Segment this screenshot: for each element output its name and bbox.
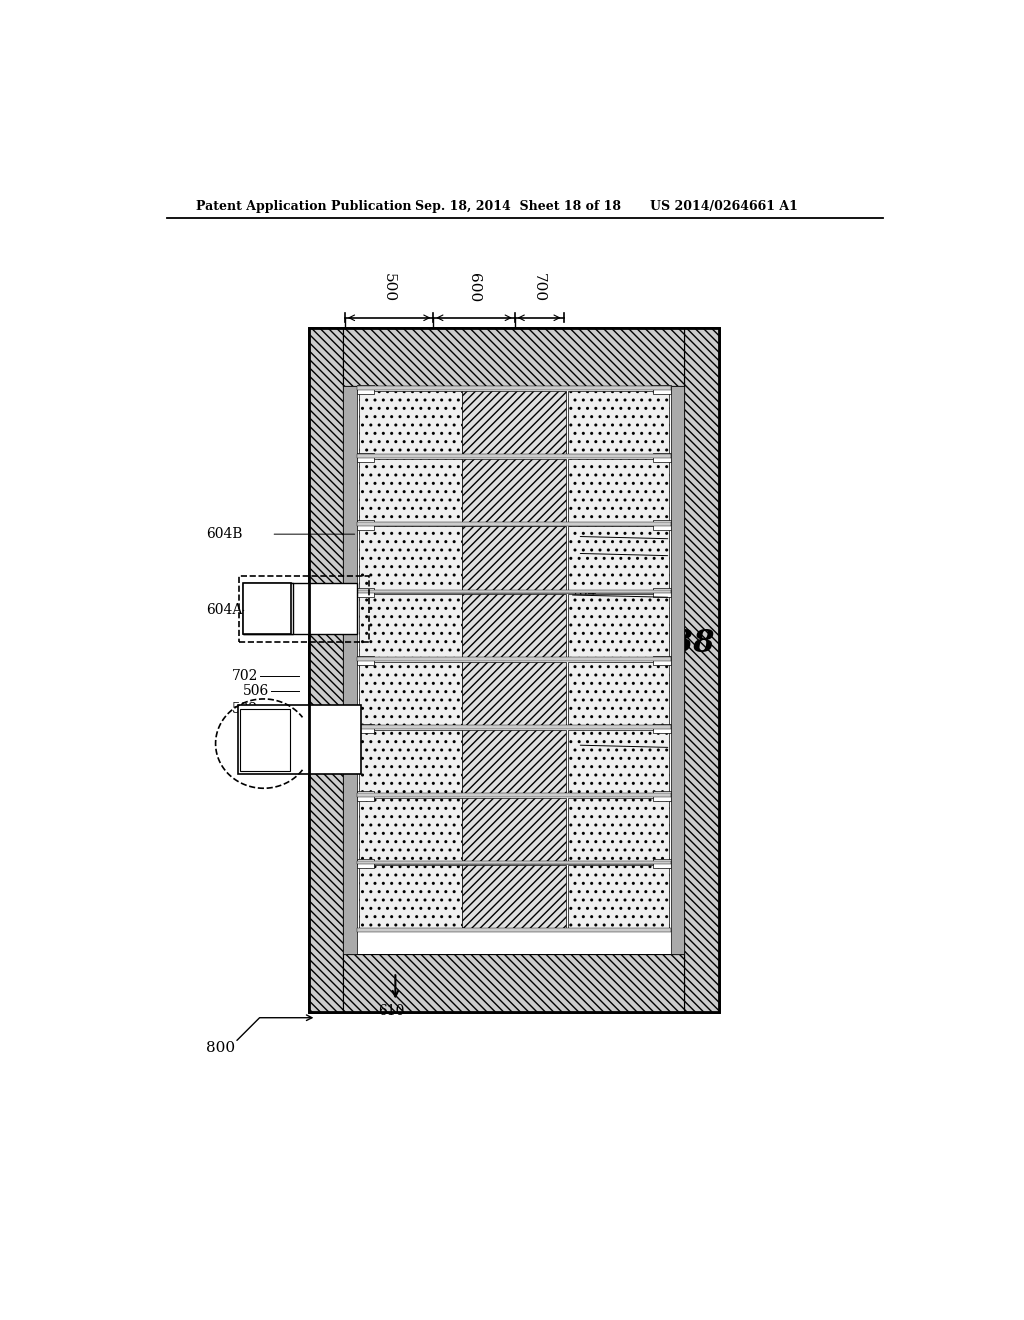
Bar: [462, 459, 566, 524]
Bar: [653, 385, 671, 395]
Bar: [567, 730, 669, 795]
Bar: [357, 725, 671, 729]
Bar: [243, 583, 293, 635]
Text: 500: 500: [382, 273, 396, 302]
Text: US 2014/0264661 A1: US 2014/0264661 A1: [650, 201, 799, 214]
Bar: [359, 459, 462, 524]
Bar: [357, 861, 671, 865]
Bar: [359, 866, 462, 929]
Bar: [243, 583, 291, 635]
Text: 506: 506: [243, 684, 269, 698]
Bar: [357, 793, 671, 797]
Bar: [684, 327, 719, 1011]
Bar: [357, 521, 671, 525]
Bar: [245, 585, 291, 632]
Bar: [653, 723, 671, 733]
Bar: [567, 866, 669, 929]
Bar: [359, 730, 462, 795]
Bar: [359, 391, 462, 455]
Bar: [359, 797, 462, 862]
Bar: [343, 385, 357, 954]
Bar: [357, 385, 671, 954]
Bar: [671, 385, 684, 954]
Bar: [357, 387, 671, 391]
Bar: [343, 327, 684, 385]
Bar: [357, 590, 671, 594]
Bar: [308, 327, 719, 1011]
Text: Sep. 18, 2014  Sheet 18 of 18: Sep. 18, 2014 Sheet 18 of 18: [415, 201, 621, 214]
Text: 610: 610: [378, 1003, 404, 1018]
Text: Patent Application Publication: Patent Application Publication: [197, 201, 412, 214]
Bar: [653, 589, 671, 598]
Bar: [567, 391, 669, 455]
Bar: [357, 656, 375, 665]
Bar: [653, 792, 671, 800]
Bar: [567, 594, 669, 659]
Bar: [462, 663, 566, 726]
Text: 702: 702: [231, 669, 258, 682]
Bar: [357, 589, 375, 598]
Bar: [238, 705, 361, 775]
Text: 602A: 602A: [579, 737, 615, 751]
Bar: [357, 520, 375, 529]
Bar: [357, 385, 375, 395]
Text: 602B: 602B: [579, 527, 615, 541]
Text: 600: 600: [467, 273, 480, 302]
Bar: [357, 859, 375, 869]
Bar: [462, 797, 566, 862]
Bar: [357, 657, 671, 661]
Bar: [357, 453, 375, 462]
Bar: [357, 928, 671, 932]
Bar: [653, 859, 671, 869]
Bar: [243, 583, 357, 635]
Bar: [308, 327, 719, 1011]
Bar: [359, 594, 462, 659]
Text: 502: 502: [232, 702, 258, 715]
Bar: [359, 527, 462, 591]
Bar: [567, 797, 669, 862]
Text: 604A: 604A: [206, 603, 243, 618]
Bar: [357, 454, 671, 458]
Text: FIG. 38: FIG. 38: [591, 628, 716, 659]
Text: 800: 800: [207, 1040, 236, 1055]
Bar: [308, 327, 343, 1011]
Bar: [653, 656, 671, 665]
Bar: [462, 527, 566, 591]
Bar: [462, 866, 566, 929]
Text: 704: 704: [571, 586, 598, 601]
Bar: [567, 459, 669, 524]
Bar: [462, 391, 566, 455]
Bar: [462, 730, 566, 795]
Bar: [462, 594, 566, 659]
Bar: [359, 663, 462, 726]
Bar: [357, 723, 375, 733]
Bar: [357, 792, 375, 800]
Text: 604B: 604B: [206, 527, 243, 541]
Bar: [653, 453, 671, 462]
Bar: [567, 663, 669, 726]
Bar: [343, 954, 684, 1011]
Bar: [240, 709, 290, 771]
Bar: [653, 520, 671, 529]
Text: 706: 706: [579, 544, 605, 558]
Text: 700: 700: [531, 273, 546, 302]
Bar: [567, 527, 669, 591]
